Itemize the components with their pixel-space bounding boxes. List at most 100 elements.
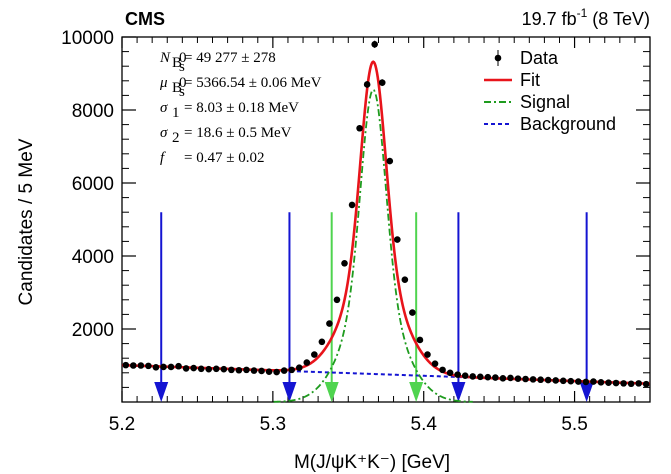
selection-arrow [324,212,339,402]
parameter-superscript: 0 [179,75,187,91]
arrow-head [409,382,424,402]
parameter-subsubscript: s [179,59,185,75]
y-tick-label: 4000 [72,247,114,268]
data-point [635,380,642,387]
data-point [212,365,220,373]
data-marker [273,368,280,376]
x-tick-label: 5.4 [411,414,438,435]
data-point [424,351,431,358]
data-point [348,201,356,209]
luminosity-exponent: -1 [577,6,588,20]
arrow-head [451,382,466,402]
data-marker [190,364,197,372]
legend-label: Fit [520,70,540,90]
parameter-symbol: μ [159,75,168,91]
data-marker [378,79,386,86]
data-point [378,79,386,87]
data-point [416,336,424,344]
data-marker [605,379,612,386]
parameter-value: = 49 277 ± 278 [184,50,276,66]
data-marker [461,372,469,380]
data-point [175,362,182,370]
parameter-value: = 5366.54 ± 0.06 MeV [184,75,322,91]
data-marker [160,363,167,371]
data-point [605,379,612,386]
data-marker [529,376,537,383]
parameter-symbol: σ [160,125,168,141]
data-marker [348,201,356,209]
data-marker [620,380,627,387]
data-point [356,124,363,132]
data-marker [454,371,461,378]
data-marker [333,296,341,304]
data-point [190,364,197,372]
data-point [461,372,469,380]
data-marker [612,379,620,387]
data-marker [152,364,160,371]
arrow-head [579,382,594,402]
data-point [559,377,567,385]
data-point [258,367,265,375]
data-point [341,260,348,267]
data-marker [243,366,250,374]
data-point [620,380,627,387]
data-point [280,367,288,374]
data-point [363,81,371,88]
data-marker [567,377,575,385]
data-marker [484,373,492,381]
data-marker [386,157,394,165]
data-marker [175,362,182,370]
data-point [311,351,318,358]
data-marker [469,373,477,380]
data-marker [642,380,650,388]
arrow-head [154,382,169,402]
data-marker [394,236,401,243]
parameter-subsubscript: s [179,84,185,100]
data-point [590,378,597,385]
parameter-symbol: f [160,150,166,166]
legend-entry: Signal [484,92,570,112]
data-point [182,365,190,372]
data-marker [514,375,522,382]
data-point [612,379,620,387]
parameter-symbol: σ [160,100,168,116]
y-tick-label: 2000 [72,320,114,341]
axes: 5.2 5.3 5.4 5.5 2000 4000 6000 8000 10000 [61,28,651,435]
data-marker [288,366,296,374]
data-point [642,380,650,388]
data-point [582,378,590,386]
data-marker [431,360,439,367]
data-marker [212,365,220,373]
data-marker [341,260,348,267]
parameter-subscript: 2 [172,130,180,146]
data-marker [122,361,130,369]
data-point [228,366,235,374]
data-marker [544,376,552,384]
data-point [295,364,303,371]
data-marker [197,365,205,373]
x-tick-label: 5.3 [260,414,286,435]
data-marker [552,377,560,384]
data-point [537,376,544,384]
data-point [130,362,137,369]
data-point [492,374,499,381]
data-marker [145,362,152,370]
data-marker [635,380,642,387]
data-marker [205,365,213,373]
arrow-head [282,382,297,402]
y-tick-label: 6000 [72,174,114,195]
data-marker [303,359,311,366]
y-axis-title: Candidates / 5 MeV [16,138,37,305]
data-point [160,363,167,371]
data-marker [356,124,363,132]
parameter-row: σ 2 = 18.6 ± 0.5 MeV [160,125,292,146]
data-marker [522,375,529,383]
data-marker [492,374,499,381]
data-marker [575,378,582,385]
data-point [326,320,333,327]
data-point [552,377,560,384]
experiment-label: CMS [125,9,165,29]
data-point [507,374,514,382]
